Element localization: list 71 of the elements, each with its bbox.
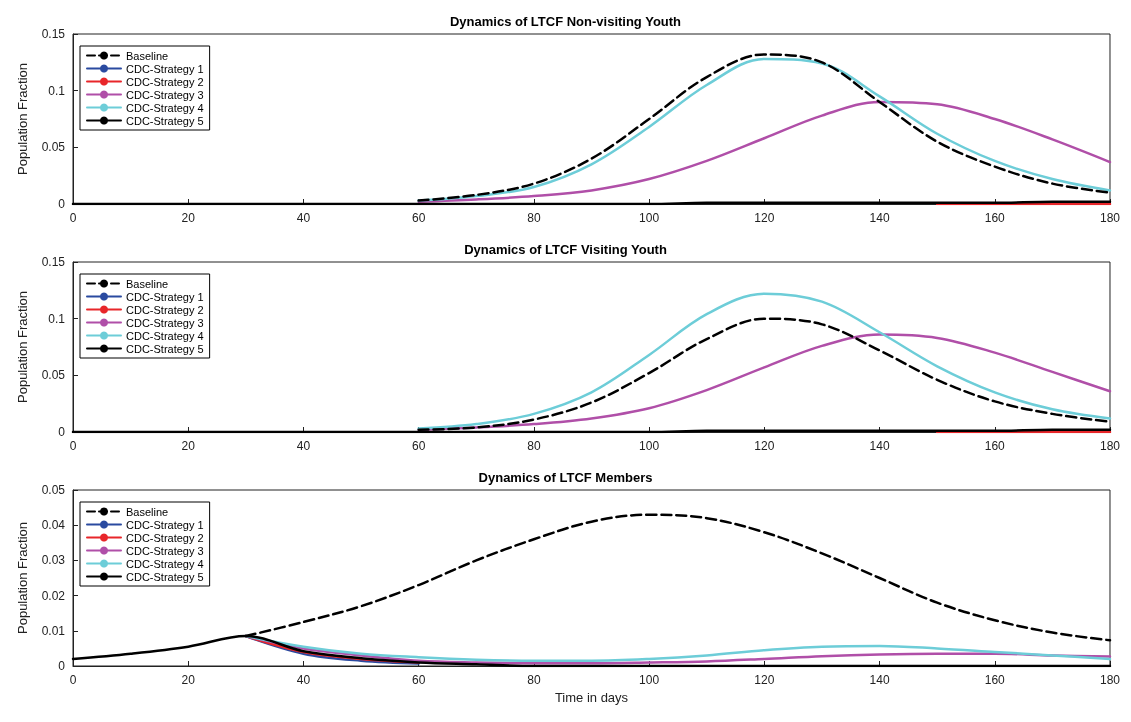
x-tick-label: 120	[754, 673, 775, 687]
chart-title: Dynamics of LTCF Visiting Youth	[464, 242, 667, 257]
x-tick-label: 20	[181, 211, 196, 225]
legend-label: Baseline	[126, 49, 169, 62]
x-tick-label: 40	[296, 673, 311, 687]
x-tick-label: 0	[69, 673, 77, 687]
x-tick-label: 20	[181, 673, 196, 687]
x-tick-label: 40	[296, 439, 311, 453]
y-axis-title: Population Fraction	[15, 290, 30, 404]
y-tick-label: 0.03	[41, 553, 66, 568]
y-axis-title: Population Fraction	[15, 62, 30, 176]
x-tick-label: 80	[527, 211, 541, 225]
legend-label: CDC-Strategy 3	[126, 88, 204, 101]
x-tick-label: 180	[1099, 673, 1121, 687]
y-tick-label: 0.15	[41, 255, 66, 269]
y-tick-label: 0	[58, 659, 66, 673]
x-tick-label: 120	[754, 439, 775, 453]
line-series	[417, 292, 1112, 430]
x-tick-label: 180	[1099, 211, 1121, 225]
y-axis-title: Population Fraction	[15, 521, 30, 635]
legend-label: CDC-Strategy 4	[126, 557, 204, 570]
x-tick-label: 60	[411, 439, 426, 453]
x-tick-label: 120	[754, 211, 775, 225]
y-tick-label: 0	[58, 197, 66, 211]
x-tick-label: 0	[69, 439, 77, 453]
legend-label: CDC-Strategy 3	[126, 316, 204, 329]
legend-label: CDC-Strategy 5	[126, 570, 204, 583]
x-tick-label: 160	[984, 439, 1006, 453]
x-tick-label: 100	[639, 673, 660, 687]
y-tick-label: 0.1	[48, 311, 66, 326]
y-tick-label: 0.05	[41, 140, 66, 155]
y-tick-label: 0.04	[41, 518, 66, 533]
x-tick-label: 140	[869, 673, 890, 687]
x-tick-label: 80	[527, 673, 541, 687]
x-tick-label: 100	[639, 439, 660, 453]
x-tick-label: 0	[69, 211, 77, 225]
x-tick-label: 160	[984, 673, 1006, 687]
y-tick-label: 0.02	[41, 588, 66, 603]
x-tick-label: 60	[411, 211, 426, 225]
x-tick-label: 40	[296, 211, 311, 225]
x-tick-label: 100	[639, 211, 660, 225]
chart-title: Dynamics of LTCF Non-visiting Youth	[449, 14, 682, 29]
legend-label: CDC-Strategy 4	[126, 101, 204, 114]
legend-label: CDC-Strategy 4	[126, 329, 204, 342]
legend-label: Baseline	[126, 277, 169, 290]
legend-label: CDC-Strategy 1	[126, 518, 204, 531]
legend-label: CDC-Strategy 3	[126, 544, 204, 557]
legend-label: CDC-Strategy 1	[126, 62, 204, 75]
x-tick-label: 80	[527, 439, 541, 453]
y-tick-label: 0.1	[48, 83, 66, 98]
x-tick-label: 160	[984, 211, 1006, 225]
y-tick-label: 0.01	[41, 623, 66, 638]
y-tick-label: 0	[58, 425, 66, 439]
x-tick-label: 180	[1099, 439, 1121, 453]
line-series	[417, 100, 1112, 203]
x-axis-title: Time in days	[554, 689, 629, 705]
legend-label: CDC-Strategy 2	[126, 303, 204, 316]
chart-title: Dynamics of LTCF Members	[478, 470, 653, 485]
legend-label: CDC-Strategy 2	[126, 75, 204, 88]
x-tick-label: 140	[869, 211, 890, 225]
legend-label: CDC-Strategy 2	[126, 531, 204, 544]
x-tick-label: 140	[869, 439, 890, 453]
x-tick-label: 20	[181, 439, 196, 453]
x-tick-label: 60	[411, 673, 426, 687]
legend-label: Baseline	[126, 505, 169, 518]
y-tick-label: 0.05	[41, 483, 66, 497]
legend-label: CDC-Strategy 1	[126, 290, 204, 303]
y-tick-label: 0.15	[41, 27, 66, 41]
legend-label: CDC-Strategy 5	[126, 114, 204, 127]
legend-label: CDC-Strategy 5	[126, 342, 204, 355]
y-tick-label: 0.05	[41, 368, 66, 383]
